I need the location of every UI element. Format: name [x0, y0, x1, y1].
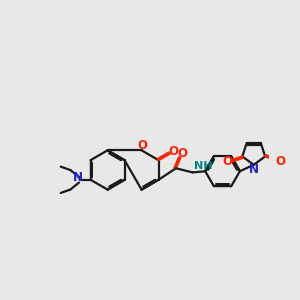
Text: O: O: [275, 155, 285, 168]
Text: O: O: [222, 155, 233, 168]
Text: NH: NH: [194, 160, 213, 171]
Text: N: N: [249, 163, 259, 176]
Text: O: O: [168, 145, 178, 158]
Text: O: O: [138, 139, 148, 152]
Text: N: N: [73, 171, 83, 184]
Text: O: O: [177, 147, 187, 160]
